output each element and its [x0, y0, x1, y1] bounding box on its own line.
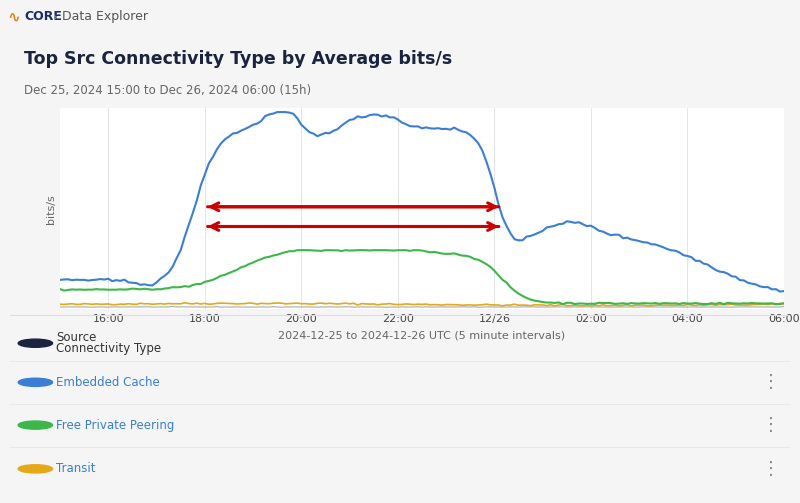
Text: Top Src Connectivity Type by Average bits/s: Top Src Connectivity Type by Average bit…	[24, 50, 452, 68]
Text: ∿: ∿	[7, 10, 20, 25]
Circle shape	[18, 378, 53, 386]
Text: Transit: Transit	[57, 462, 96, 475]
Text: Data Explorer: Data Explorer	[62, 11, 149, 24]
Text: Dec 25, 2024 15:00 to Dec 26, 2024 06:00 (15h): Dec 25, 2024 15:00 to Dec 26, 2024 06:00…	[24, 84, 311, 97]
Text: ›: ›	[53, 11, 58, 24]
Circle shape	[18, 339, 53, 347]
Circle shape	[18, 465, 53, 473]
Circle shape	[18, 421, 53, 429]
Text: ⋮: ⋮	[762, 460, 780, 478]
Text: Free Private Peering: Free Private Peering	[57, 418, 175, 432]
Text: Connectivity Type: Connectivity Type	[57, 343, 162, 355]
Y-axis label: bits/s: bits/s	[46, 194, 56, 224]
Text: Source: Source	[57, 331, 97, 344]
Text: CORE: CORE	[24, 11, 62, 24]
Text: ⋮: ⋮	[762, 373, 780, 391]
Text: Embedded Cache: Embedded Cache	[57, 376, 160, 389]
X-axis label: 2024-12-25 to 2024-12-26 UTC (5 minute intervals): 2024-12-25 to 2024-12-26 UTC (5 minute i…	[278, 330, 566, 341]
Text: ⋮: ⋮	[762, 416, 780, 434]
